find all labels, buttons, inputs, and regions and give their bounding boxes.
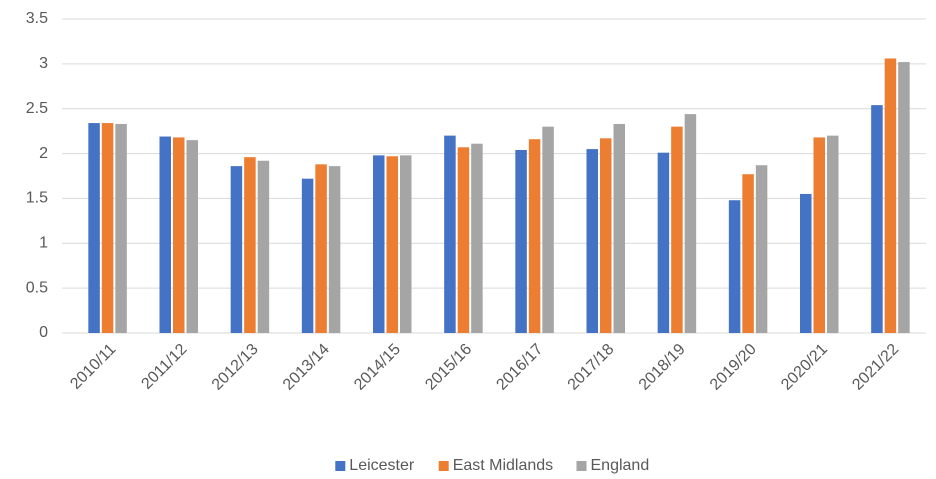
bar <box>159 136 171 333</box>
x-tick-label: 2013/14 <box>280 341 333 394</box>
x-tick-label: 2017/18 <box>565 341 618 394</box>
legend-label: Leicester <box>349 457 415 474</box>
legend-swatch <box>335 461 346 471</box>
x-tick-label: 2020/21 <box>778 341 831 394</box>
legend-swatch <box>576 461 587 471</box>
x-tick-label: 2018/19 <box>636 341 689 394</box>
bar <box>898 62 910 333</box>
y-tick-label: 3 <box>39 55 48 72</box>
bar <box>244 157 256 333</box>
bar <box>101 123 114 333</box>
legend-label: East Midlands <box>453 457 554 474</box>
y-tick-label: 1.5 <box>26 190 48 207</box>
bar <box>755 165 768 333</box>
x-tick-label: 2015/16 <box>422 341 475 394</box>
bar <box>444 135 456 333</box>
bar <box>586 149 598 333</box>
bar <box>800 193 812 333</box>
bar <box>315 164 327 333</box>
x-tick-label: 2011/12 <box>138 341 190 393</box>
y-tick-label: 1 <box>39 235 48 252</box>
x-tick-label: 2014/15 <box>351 341 404 394</box>
bar <box>871 105 883 333</box>
legend-label: England <box>591 457 650 474</box>
bar <box>515 149 527 333</box>
bar <box>542 126 554 334</box>
bar <box>671 126 683 334</box>
x-tick-label: 2010/11 <box>67 341 119 393</box>
x-tick-label: 2016/17 <box>493 341 546 394</box>
bar <box>257 160 270 333</box>
bar <box>528 139 541 333</box>
x-tick-label: 2021/22 <box>849 341 902 394</box>
bar <box>373 155 385 333</box>
bar <box>386 156 398 333</box>
x-tick-label: 2012/13 <box>209 341 262 394</box>
legend-swatch <box>438 461 449 471</box>
bar <box>328 166 341 333</box>
y-tick-label: 0.5 <box>26 279 48 296</box>
bar <box>657 152 670 333</box>
bar <box>742 174 754 333</box>
bar <box>684 114 697 334</box>
bar <box>88 123 100 333</box>
bar <box>827 135 839 333</box>
bar <box>471 143 483 333</box>
y-tick-label: 0 <box>39 324 48 341</box>
y-tick-label: 3.5 <box>26 10 48 27</box>
bar <box>173 137 185 333</box>
x-tick-label: 2019/20 <box>707 341 760 394</box>
y-tick-label: 2 <box>39 145 48 162</box>
bar <box>728 200 741 333</box>
bar <box>186 140 198 333</box>
bar <box>457 147 470 333</box>
bar <box>230 166 243 333</box>
bar <box>301 178 314 333</box>
bar <box>613 123 625 333</box>
bar <box>400 155 412 333</box>
y-tick-label: 2.5 <box>26 100 48 117</box>
bar <box>115 123 127 333</box>
bar <box>884 58 897 334</box>
bar <box>813 137 825 333</box>
bar <box>600 138 612 333</box>
